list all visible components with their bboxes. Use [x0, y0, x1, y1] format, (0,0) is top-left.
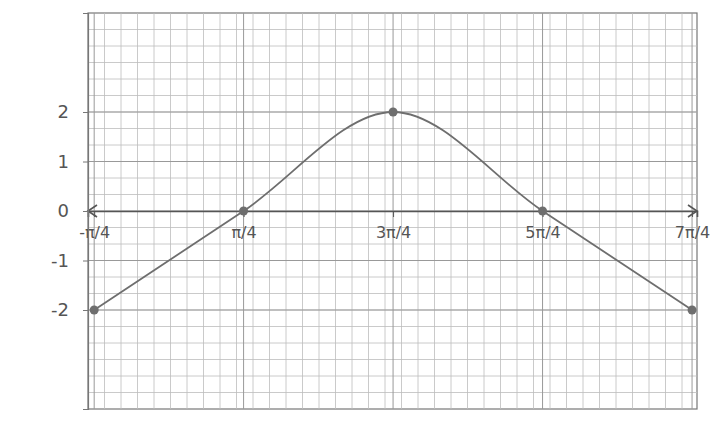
tick-mark [83, 162, 88, 163]
paper-line [88, 343, 697, 344]
tick-mark [83, 112, 88, 113]
x-tick: 5π/4 [525, 211, 560, 242]
curve [94, 112, 692, 310]
y-tick: -2 [51, 299, 88, 320]
x-tick: 7π/4 [675, 211, 710, 242]
axis-line [83, 14, 89, 410]
paper-line [88, 145, 697, 146]
paper-line [88, 244, 697, 245]
tick-label: 3π/4 [376, 223, 411, 242]
y-tick: -1 [51, 250, 88, 271]
grid-line [88, 310, 697, 311]
axis-arrow [88, 205, 97, 217]
paper-line [88, 178, 697, 179]
point [389, 108, 398, 117]
graph-paper [88, 13, 697, 409]
y-axis: -2 -1 0 1 2 [51, 14, 88, 410]
paper-line [88, 260, 697, 261]
paper-line [88, 79, 697, 80]
point [239, 207, 248, 216]
paper-line [88, 62, 697, 63]
paper-line [88, 46, 697, 47]
paper-line [88, 29, 697, 30]
paper-line [88, 277, 697, 278]
tick-mark [393, 211, 394, 217]
tick-label: 2 [58, 101, 69, 122]
tick-label: -1 [51, 250, 69, 271]
tick-label: -2 [51, 299, 69, 320]
tick-label: 5π/4 [525, 223, 560, 242]
paper-line [88, 95, 697, 96]
grid-line [88, 161, 697, 162]
tick-mark [83, 261, 88, 262]
plot-area [90, 108, 697, 315]
axis-arrow [688, 205, 697, 217]
paper-line [88, 326, 697, 327]
y-tick: 0 [58, 200, 88, 221]
tick-label: π/4 [231, 223, 256, 242]
tick-label: 1 [58, 151, 69, 172]
grid-line [88, 260, 697, 261]
chart: -π/4 π/4 3π/4 5π/4 7π/4 -2 -1 0 1 2 [0, 0, 722, 422]
tick-label: -π/4 [79, 223, 110, 242]
point [688, 306, 697, 315]
paper-line [88, 376, 697, 377]
paper-line [88, 194, 697, 195]
paper-line [88, 161, 697, 162]
y-tick: 2 [58, 101, 88, 122]
paper-line [88, 128, 697, 129]
axis-line [89, 212, 698, 218]
paper-line [88, 392, 697, 393]
tick-label: 7π/4 [675, 223, 710, 242]
y-tick: 1 [58, 151, 88, 172]
grid [88, 13, 697, 409]
paper-line [88, 293, 697, 294]
tick-mark [83, 310, 88, 311]
x-tick: 3π/4 [376, 211, 411, 242]
x-axis: -π/4 π/4 3π/4 5π/4 7π/4 [79, 211, 710, 242]
paper-line [88, 359, 697, 360]
paper-line [88, 310, 697, 311]
tick-mark [83, 211, 88, 212]
point [90, 306, 99, 315]
plot-frame [88, 13, 697, 409]
tick-label: 0 [58, 200, 69, 221]
point [538, 207, 547, 216]
